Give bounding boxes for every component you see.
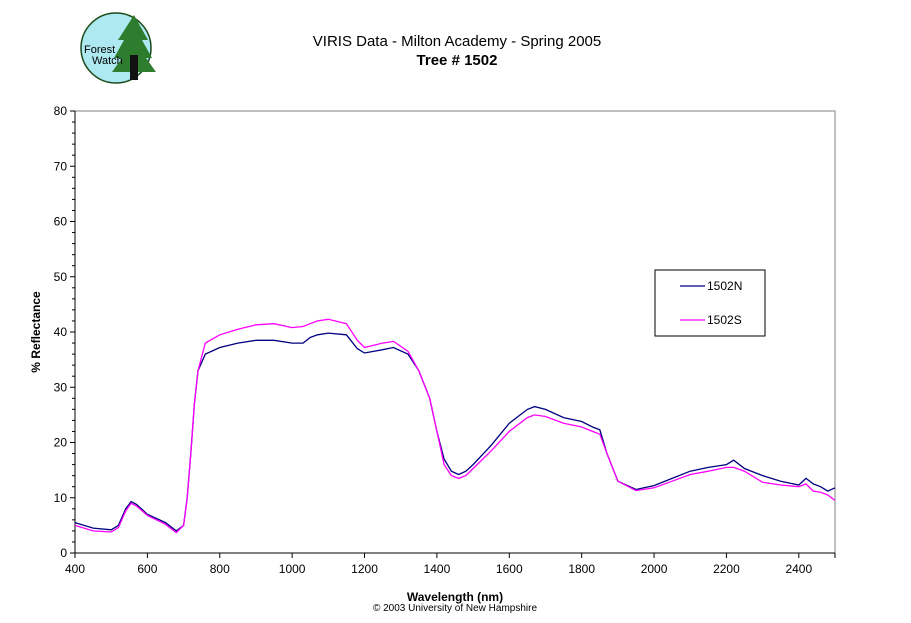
logo-text-watch: Watch: [92, 55, 123, 67]
y-axis-label: % Reflectance: [29, 291, 43, 373]
legend-box: [654, 269, 766, 337]
y-tick-label: 20: [54, 436, 68, 450]
x-tick-label: 2000: [641, 562, 668, 576]
logo-text-forest: Forest: [84, 44, 115, 56]
series-line-1502S: [74, 318, 836, 534]
legend-label-1502S: 1502S: [707, 313, 742, 327]
x-tick-label: 1400: [424, 562, 451, 576]
y-tick-label: 50: [54, 270, 68, 284]
y-tick-label: 0: [60, 546, 67, 560]
chart-subtitle: Tree # 1502: [417, 52, 498, 69]
x-tick-label: 1800: [568, 562, 595, 576]
x-tick-label: 600: [137, 562, 157, 576]
y-tick-label: 80: [54, 104, 68, 118]
x-tick-label: 1000: [279, 562, 306, 576]
y-tick-label: 70: [54, 159, 68, 173]
legend: 1502N 1502S: [654, 269, 766, 337]
x-tick-label: 1200: [351, 562, 378, 576]
chart-title: VIRIS Data - Milton Academy - Spring 200…: [313, 33, 601, 50]
copyright-footer: © 2003 University of New Hampshire: [373, 603, 538, 614]
x-tick-label: 2200: [713, 562, 740, 576]
x-tick-label: 800: [210, 562, 230, 576]
x-tick-label: 1600: [496, 562, 523, 576]
y-tick-label: 60: [54, 215, 68, 229]
legend-label-1502N: 1502N: [707, 279, 742, 293]
x-tick-label: 400: [65, 562, 85, 576]
x-tick-label: 2400: [785, 562, 812, 576]
y-tick-label: 40: [54, 325, 68, 339]
forest-watch-logo: Forest Watch: [80, 12, 156, 84]
x-axis-label: Wavelength (nm): [407, 590, 503, 604]
y-tick-label: 10: [54, 491, 68, 505]
y-tick-label: 30: [54, 380, 68, 394]
